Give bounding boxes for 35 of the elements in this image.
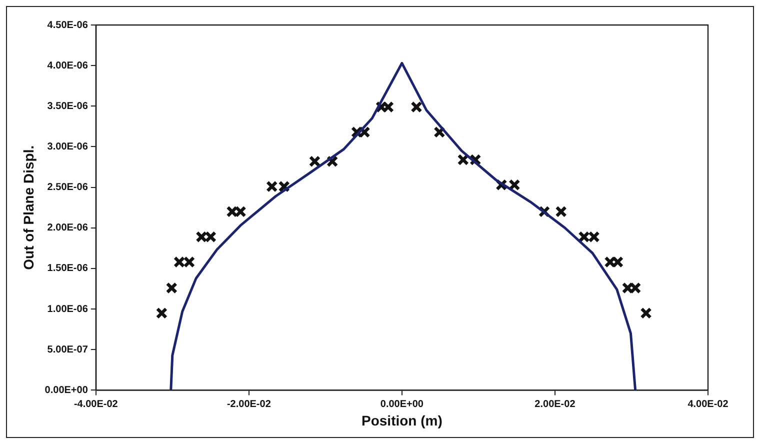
y-tick-label: 1.50E-06 (47, 263, 88, 274)
point (204, 230, 217, 243)
point (640, 307, 652, 319)
point (308, 156, 321, 168)
x-axis-title: Position (m) (362, 412, 442, 428)
y-tick-label: 2.00E-06 (47, 222, 88, 234)
y-tick-label: 4.00E-06 (47, 60, 88, 72)
point (234, 206, 246, 218)
x-tick-label: -2.00E-02 (226, 398, 272, 410)
point (508, 179, 520, 191)
y-tick-label: 3.50E-06 (47, 100, 88, 112)
x-tick-label: -4.00E-02 (74, 398, 118, 410)
y-tick-label: 3.00E-06 (47, 141, 88, 152)
y-tick-label: 1.00E-06 (47, 304, 88, 315)
point (588, 230, 600, 243)
x-tick-label: 0.00E+00 (380, 398, 424, 410)
y-tick-label: 0.00E+00 (44, 384, 88, 396)
point (156, 307, 168, 319)
point (196, 230, 208, 243)
point (470, 154, 482, 166)
point (173, 256, 186, 268)
point (166, 282, 178, 294)
y-axis-title: Out of Plane Displ. (20, 145, 36, 270)
point (326, 156, 338, 168)
point (266, 180, 278, 192)
y-tick-label: 5.00E-07 (47, 344, 88, 356)
point (183, 256, 196, 268)
point (555, 206, 567, 218)
point (226, 206, 238, 218)
y-tick-label: 2.50E-06 (47, 182, 88, 194)
x-tick-label: 2.00E-02 (534, 398, 576, 410)
y-tick-label: 4.50E-06 (47, 20, 88, 31)
x-tick-label: 4.00E-02 (688, 398, 729, 410)
point (578, 230, 590, 243)
point (410, 101, 422, 113)
